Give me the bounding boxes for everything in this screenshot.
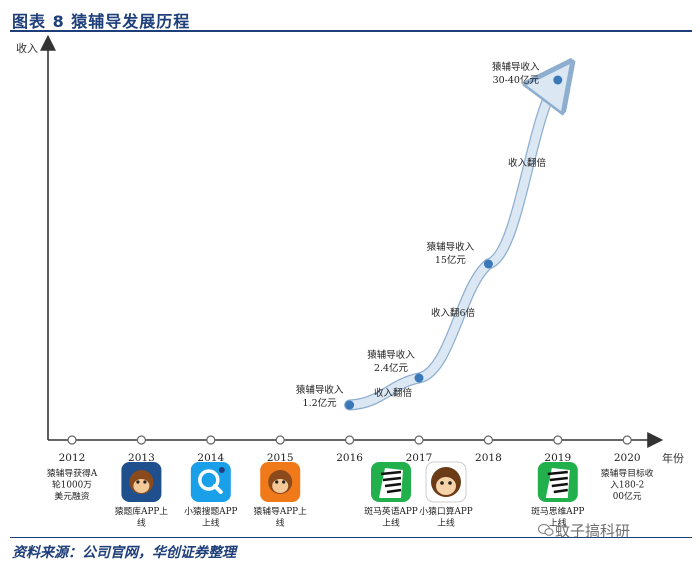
timeline-caption: 入180-2	[610, 481, 644, 491]
timeline-caption: 上线	[549, 517, 567, 529]
timeline-caption: 斑马英语APP	[364, 505, 417, 517]
y-axis-label: 收入	[16, 41, 38, 55]
timeline-caption: 猿辅导APP上	[254, 505, 308, 517]
segment-annotation: 收入翻6倍	[431, 307, 476, 319]
xiaoyuan-kousuan-app-icon	[425, 461, 467, 503]
footer: 资料来源：公司官网，华创证券整理	[10, 537, 692, 562]
timeline-caption: 上线	[437, 517, 455, 529]
year-tick-2012	[67, 435, 77, 445]
svg-text:猿辅导收入: 猿辅导收入	[427, 241, 475, 253]
timeline-caption: 美元融资	[54, 490, 89, 502]
timeline-caption: 斑马思维APP	[531, 505, 584, 517]
page-title: 图表 8 猿辅导发展历程	[12, 12, 191, 31]
svg-text:1.2亿元: 1.2亿元	[303, 397, 338, 409]
timeline-caption: 小猿搜题APP	[184, 505, 237, 517]
year-tick-2013	[136, 435, 146, 445]
series-line	[345, 80, 558, 410]
wechat-logo	[538, 523, 554, 536]
source-note: 资料来源：公司官网，华创证券整理	[12, 545, 236, 561]
timeline-caption: 上线	[382, 517, 400, 529]
timeline-caption: 小猿口算APP	[419, 505, 472, 517]
timeline-caption: 轮1000万	[52, 479, 92, 491]
yuantiku-app-icon	[121, 462, 162, 502]
zebra-english-app-icon	[371, 462, 411, 502]
timeline-caption: 猿辅导目标收	[601, 467, 654, 479]
timeline-caption: 猿题库APP上	[115, 505, 169, 517]
year-label-2018: 2018	[475, 452, 502, 464]
year-label-2012: 2012	[59, 452, 86, 464]
yuanfudao-app-icon	[260, 462, 301, 502]
timeline-caption: 猿辅导获得A	[47, 467, 98, 479]
year-tick-2018	[483, 435, 493, 445]
year-label-2017: 2017	[406, 452, 433, 464]
year-label-2015: 2015	[267, 452, 294, 464]
svg-text:30-40亿元: 30-40亿元	[493, 74, 540, 86]
zebra-thinking-app-icon	[537, 462, 578, 502]
year-tick-2014	[206, 435, 216, 445]
year-tick-2016	[345, 435, 355, 445]
x-axis-label: 年份	[662, 451, 684, 465]
svg-text:15亿元: 15亿元	[435, 254, 467, 266]
svg-text:2.4亿元: 2.4亿元	[374, 362, 409, 374]
title-bar: 图表 8 猿辅导发展历程	[10, 6, 692, 32]
timeline-caption: 上线	[202, 517, 220, 529]
data-point-2016	[345, 400, 355, 410]
xiaoyuan-soti-app-icon	[190, 462, 231, 502]
data-point-2017	[414, 373, 424, 383]
data-point-2018	[483, 259, 493, 269]
timeline-caption: 线	[276, 517, 285, 529]
year-label-2020: 2020	[614, 452, 641, 464]
watermark: 蚊子搞科研	[555, 522, 631, 540]
year-tick-2019	[553, 435, 563, 445]
svg-text:猿辅导收入: 猿辅导收入	[296, 384, 344, 396]
segment-annotation: 收入翻倍	[374, 387, 413, 399]
svg-text:猿辅导收入: 猿辅导收入	[492, 61, 540, 73]
year-label-2016: 2016	[336, 452, 363, 464]
year-tick-2017	[414, 435, 424, 445]
segment-annotation: 收入翻倍	[508, 157, 547, 169]
timeline-caption: 线	[137, 517, 146, 529]
data-point-2019	[553, 75, 563, 85]
year-label-2014: 2014	[197, 452, 224, 464]
timeline-caption: 00亿元	[613, 490, 642, 502]
year-tick-2015	[275, 435, 285, 445]
year-tick-2020	[622, 435, 632, 445]
year-label-2013: 2013	[128, 452, 155, 464]
year-label-2019: 2019	[544, 452, 571, 464]
svg-text:猿辅导收入: 猿辅导收入	[367, 349, 415, 361]
